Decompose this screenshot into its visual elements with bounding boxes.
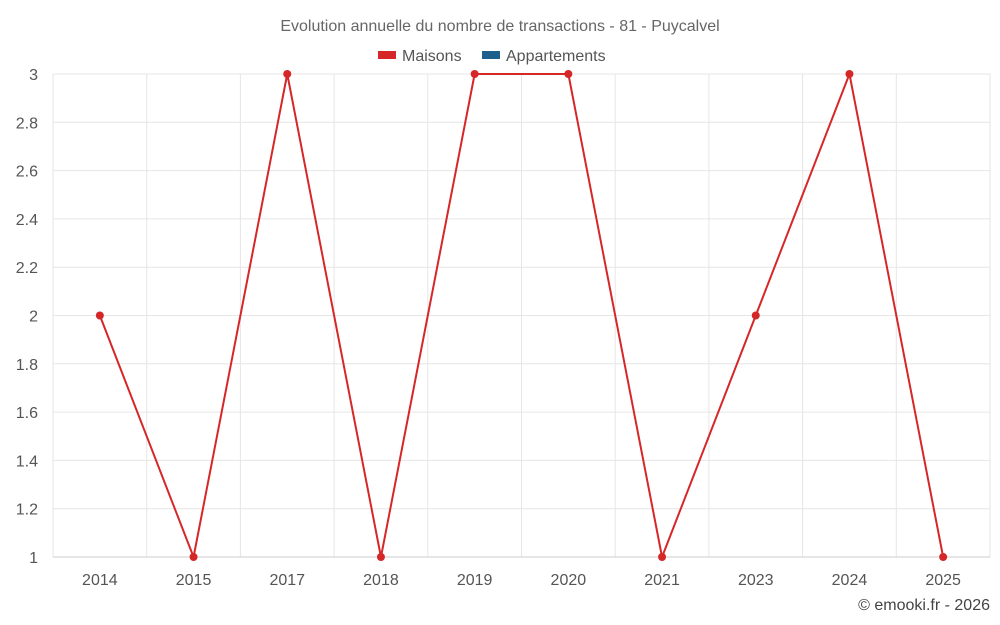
- chart-title: Evolution annuelle du nombre de transact…: [280, 18, 719, 35]
- y-axis-ticks: 1 1.2 1.4 1.6 1.8 2 2.2 2.4 2.6 2.8 3: [16, 67, 38, 567]
- data-point-maisons[interactable]: [939, 553, 948, 561]
- x-tick-label: 2021: [644, 572, 680, 589]
- y-tick-label: 1.2: [16, 502, 38, 519]
- legend-label-maisons: Maisons: [402, 48, 462, 65]
- x-tick-label: 2025: [925, 572, 961, 589]
- data-point-maisons[interactable]: [658, 553, 667, 561]
- series-maisons: [95, 70, 948, 561]
- grid: [52, 73, 991, 558]
- y-tick-label: 1.8: [16, 357, 38, 374]
- legend-item-appartements[interactable]: Appartements: [482, 48, 606, 65]
- x-tick-label: 2024: [832, 572, 868, 589]
- legend-swatch-maisons: [378, 51, 396, 59]
- data-point-maisons[interactable]: [189, 553, 198, 561]
- legend-item-maisons[interactable]: Maisons: [378, 48, 462, 65]
- legend-label-appartements: Appartements: [506, 48, 606, 65]
- x-tick-label: 2017: [269, 572, 305, 589]
- x-tick-label: 2023: [738, 572, 774, 589]
- legend: Maisons Appartements: [378, 48, 606, 65]
- data-point-maisons[interactable]: [564, 70, 573, 78]
- data-point-maisons[interactable]: [376, 553, 385, 561]
- x-tick-label: 2020: [551, 572, 587, 589]
- x-axis-ticks: 2014 2015 2017 2018 2019 2020 2021 2023 2024 2025: [82, 572, 961, 589]
- x-tick-label: 2019: [457, 572, 493, 589]
- y-tick-label: 2.6: [16, 164, 38, 181]
- data-point-maisons[interactable]: [283, 70, 292, 78]
- data-point-maisons[interactable]: [845, 70, 854, 78]
- x-tick-label: 2015: [176, 572, 212, 589]
- series-line-maisons: [98, 73, 945, 558]
- x-tick-label: 2018: [363, 572, 399, 589]
- data-point-maisons[interactable]: [751, 311, 760, 320]
- data-point-maisons[interactable]: [95, 311, 104, 320]
- y-tick-label: 1: [29, 550, 38, 567]
- x-tick-label: 2014: [82, 572, 118, 589]
- credit-text: © emooki.fr - 2026: [858, 597, 990, 614]
- y-tick-label: 2.8: [16, 115, 38, 132]
- y-tick-label: 2.4: [16, 212, 38, 229]
- legend-swatch-appartements: [482, 51, 500, 59]
- y-tick-label: 2.2: [16, 260, 38, 277]
- y-tick-label: 2: [29, 309, 38, 326]
- y-tick-label: 1.6: [16, 405, 38, 422]
- y-tick-label: 3: [29, 67, 38, 84]
- y-tick-label: 1.4: [16, 453, 38, 470]
- data-point-maisons[interactable]: [470, 70, 479, 78]
